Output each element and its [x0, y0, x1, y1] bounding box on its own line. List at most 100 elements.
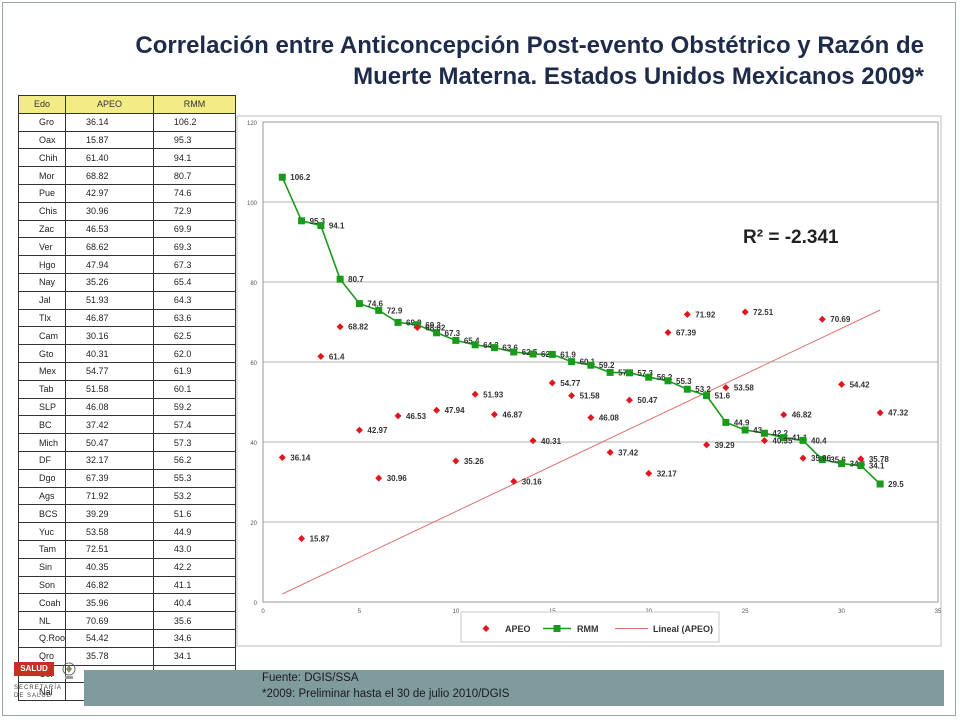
rmm-data-label: 106.2: [290, 173, 311, 182]
legend-trend-label: Lineal (APEO): [653, 624, 713, 634]
cell-edo: Chis: [19, 202, 66, 220]
table-row: Mich 50.47 57.3: [19, 434, 236, 452]
cell-apeo: 68.82: [66, 167, 154, 185]
cell-rmm: 51.6: [153, 505, 235, 523]
apeo-data-label: 50.47: [637, 396, 658, 405]
cell-rmm: 35.6: [153, 612, 235, 630]
cell-rmm: 61.9: [153, 362, 235, 380]
rmm-data-label: 59.2: [599, 361, 615, 370]
table-row: Son 46.82 41.1: [19, 576, 236, 594]
y-tick-label: 20: [250, 521, 257, 527]
footer-source: Fuente: DGIS/SSA: [262, 670, 509, 686]
cell-rmm: 95.3: [153, 131, 235, 149]
x-tick-label: 35: [935, 609, 942, 615]
table-header-row: Edo APEO RMM: [19, 96, 236, 114]
cell-edo: Yuc: [19, 523, 66, 541]
table-row: Tab 51.58 60.1: [19, 380, 236, 398]
cell-apeo: 47.94: [66, 256, 154, 274]
apeo-data-label: 30.96: [387, 474, 408, 483]
cell-edo: NL: [19, 612, 66, 630]
cell-edo: Pue: [19, 184, 66, 202]
apeo-data-label: 30.16: [522, 477, 543, 486]
apeo-data-label: 46.53: [406, 412, 427, 421]
rmm-data-label: 61.9: [560, 350, 576, 359]
cell-edo: Dgo: [19, 469, 66, 487]
y-tick-label: 60: [250, 361, 257, 367]
rmm-data-label: 67.3: [445, 329, 461, 338]
cell-apeo: 40.31: [66, 345, 154, 363]
y-tick-label: 40: [250, 441, 257, 447]
cell-rmm: 53.2: [153, 487, 235, 505]
cell-apeo: 53.58: [66, 523, 154, 541]
table-row: Jal 51.93 64.3: [19, 291, 236, 309]
cell-rmm: 65.4: [153, 273, 235, 291]
table-row: DF 32.17 56.2: [19, 451, 236, 469]
rmm-point: [703, 392, 710, 399]
cell-apeo: 42.97: [66, 184, 154, 202]
logo-sub1: SECRETARÍA: [14, 684, 62, 692]
rmm-point: [626, 369, 633, 376]
apeo-data-label: 40.31: [541, 437, 562, 446]
cell-rmm: 44.9: [153, 523, 235, 541]
table-row: Nay 35.26 65.4: [19, 273, 236, 291]
legend: APEO RMM Lineal (APEO): [461, 612, 719, 642]
table-row: Ags 71.92 53.2: [19, 487, 236, 505]
header-apeo: APEO: [66, 96, 154, 114]
footer-text: Fuente: DGIS/SSA *2009: Preliminar hasta…: [262, 670, 509, 702]
cell-apeo: 30.16: [66, 327, 154, 345]
cell-rmm: 62.0: [153, 345, 235, 363]
cell-rmm: 34.1: [153, 647, 235, 665]
cell-rmm: 43.0: [153, 540, 235, 558]
table-row: Mor 68.82 80.7: [19, 167, 236, 185]
x-tick-label: 25: [742, 609, 749, 615]
apeo-data-label: 51.58: [580, 392, 601, 401]
cell-apeo: 51.93: [66, 291, 154, 309]
apeo-data-label: 39.29: [715, 441, 736, 450]
rmm-point: [684, 386, 691, 393]
table-row: Mex 54.77 61.9: [19, 362, 236, 380]
cell-rmm: 60.1: [153, 380, 235, 398]
title-line-2: Muerte Materna. Estados Unidos Mexicanos…: [60, 61, 924, 92]
cell-edo: Son: [19, 576, 66, 594]
cell-apeo: 15.87: [66, 131, 154, 149]
footer-bar: [84, 670, 944, 706]
table-row: Dgo 67.39 55.3: [19, 469, 236, 487]
cell-rmm: 59.2: [153, 398, 235, 416]
rmm-point: [838, 460, 845, 467]
cell-rmm: 62.5: [153, 327, 235, 345]
x-tick-label: 30: [838, 609, 845, 615]
rmm-point: [375, 307, 382, 314]
table-row: Ver 68.62 69.3: [19, 238, 236, 256]
apeo-data-label: 68.82: [348, 323, 369, 332]
rmm-point: [877, 481, 884, 488]
apeo-data-label: 32.17: [657, 469, 678, 478]
cell-apeo: 30.96: [66, 202, 154, 220]
apeo-data-label: 68.62: [425, 324, 446, 333]
table-row: Pue 42.97 74.6: [19, 184, 236, 202]
cell-edo: BC: [19, 416, 66, 434]
table-row: Chis 30.96 72.9: [19, 202, 236, 220]
cell-edo: Gro: [19, 113, 66, 131]
cell-apeo: 35.26: [66, 273, 154, 291]
cell-rmm: 42.2: [153, 558, 235, 576]
cell-apeo: 71.92: [66, 487, 154, 505]
rmm-point: [607, 369, 614, 376]
table-row: Q.Roo 54.42 34.6: [19, 629, 236, 647]
logo-brand: SALUD: [14, 662, 54, 676]
rmm-point: [491, 344, 498, 351]
rmm-point: [337, 276, 344, 283]
table-row: Sin 40.35 42.2: [19, 558, 236, 576]
cell-apeo: 70.69: [66, 612, 154, 630]
y-tick-label: 80: [250, 281, 257, 287]
cell-rmm: 69.9: [153, 220, 235, 238]
table-row: Coah 35.96 40.4: [19, 594, 236, 612]
rmm-point: [568, 358, 575, 365]
cell-apeo: 39.29: [66, 505, 154, 523]
apeo-data-label: 61.4: [329, 352, 345, 361]
cell-rmm: 55.3: [153, 469, 235, 487]
cell-rmm: 57.4: [153, 416, 235, 434]
apeo-data-label: 70.69: [830, 315, 851, 324]
rmm-point: [452, 337, 459, 344]
rmm-point: [279, 174, 286, 181]
rmm-data-label: 55.3: [676, 377, 692, 386]
